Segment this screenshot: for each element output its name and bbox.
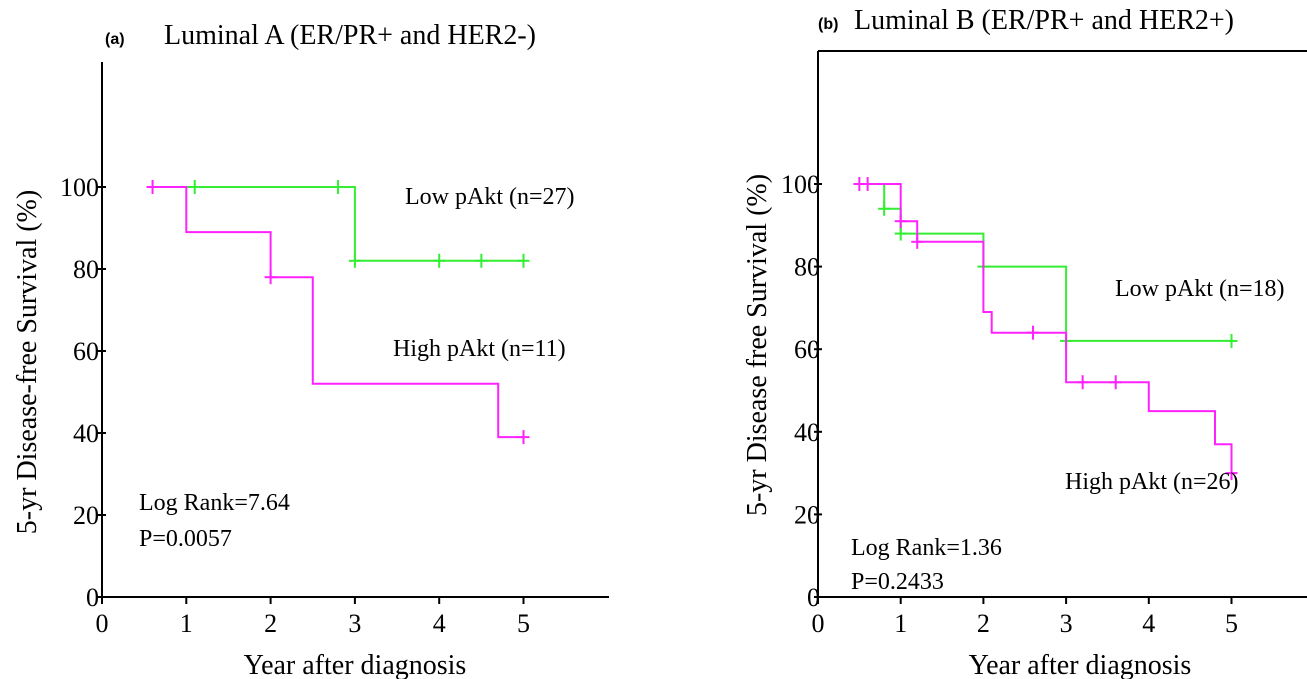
x-tick-label: 1 (180, 609, 193, 638)
y-tick-label: 20 (794, 500, 820, 529)
survival-curve-high (859, 183, 1233, 474)
x-tick-label: 2 (264, 609, 277, 638)
x-tick-label: 3 (348, 609, 361, 638)
x-tick-label: 5 (517, 609, 530, 638)
panel-a-letter: (a) (105, 31, 125, 48)
y-tick-label: 60 (794, 335, 820, 364)
y-tick-label: 40 (794, 418, 820, 447)
panel-b-x-label: Year after diagnosis (969, 650, 1192, 679)
y-tick-label: 0 (807, 583, 820, 612)
x-tick-label: 0 (812, 609, 825, 638)
x-tick-label: 4 (1142, 609, 1155, 638)
panel-a-y-label: 5-yr Disease-free Survival (%) (12, 190, 43, 534)
panel-b-y-ticks: 0 20 40 60 80 100 (781, 170, 822, 612)
y-tick-label: 0 (86, 583, 99, 612)
y-tick-label: 80 (794, 253, 820, 282)
panel-b-p-value: P=0.2433 (851, 569, 944, 595)
y-tick-label: 80 (73, 255, 99, 284)
panel-a-title: Luminal A (ER/PR+ and HER2-) (164, 20, 536, 51)
panel-b-legend-low: Low pAkt (n=18) (1115, 276, 1285, 302)
x-tick-label: 1 (894, 609, 907, 638)
y-tick-label: 20 (73, 501, 99, 530)
panel-a-y-ticks: 0 20 40 60 80 100 (60, 173, 106, 612)
x-tick-label: 2 (977, 609, 990, 638)
y-tick-label: 60 (73, 337, 99, 366)
panel-a-log-rank: Log Rank=7.64 (139, 490, 290, 516)
panel-b-y-label: 5-yr Disease free Survival (%) (742, 174, 773, 516)
panel-b-legend-high: High pAkt (n=26) (1065, 469, 1239, 495)
y-tick-label: 40 (73, 419, 99, 448)
panel-b-log-rank: Log Rank=1.36 (851, 535, 1002, 561)
x-tick-label: 5 (1225, 609, 1238, 638)
panel-a-x-ticks: 0 1 2 3 4 5 (96, 597, 530, 638)
panel-b-series (853, 177, 1238, 481)
y-tick-label: 100 (60, 173, 99, 202)
survival-curve-low (859, 183, 1232, 342)
x-tick-label: 3 (1060, 609, 1073, 638)
x-tick-label: 4 (433, 609, 446, 638)
panel-a-legend-high: High pAkt (n=11) (393, 336, 566, 362)
panel-b-title: Luminal B (ER/PR+ and HER2+) (854, 5, 1234, 36)
panel-a-p-value: P=0.0057 (139, 526, 232, 552)
panel-b-x-ticks: 0 1 2 3 4 5 (812, 597, 1238, 638)
panel-b-letter: (b) (818, 16, 838, 33)
panel-a-series (146, 180, 530, 445)
x-tick-label: 0 (96, 609, 109, 638)
panel-a-legend-low: Low pAkt (n=27) (405, 184, 575, 210)
survival-curve-high (152, 186, 524, 439)
panel-a-x-label: Year after diagnosis (244, 650, 467, 679)
y-tick-label: 100 (781, 170, 820, 199)
